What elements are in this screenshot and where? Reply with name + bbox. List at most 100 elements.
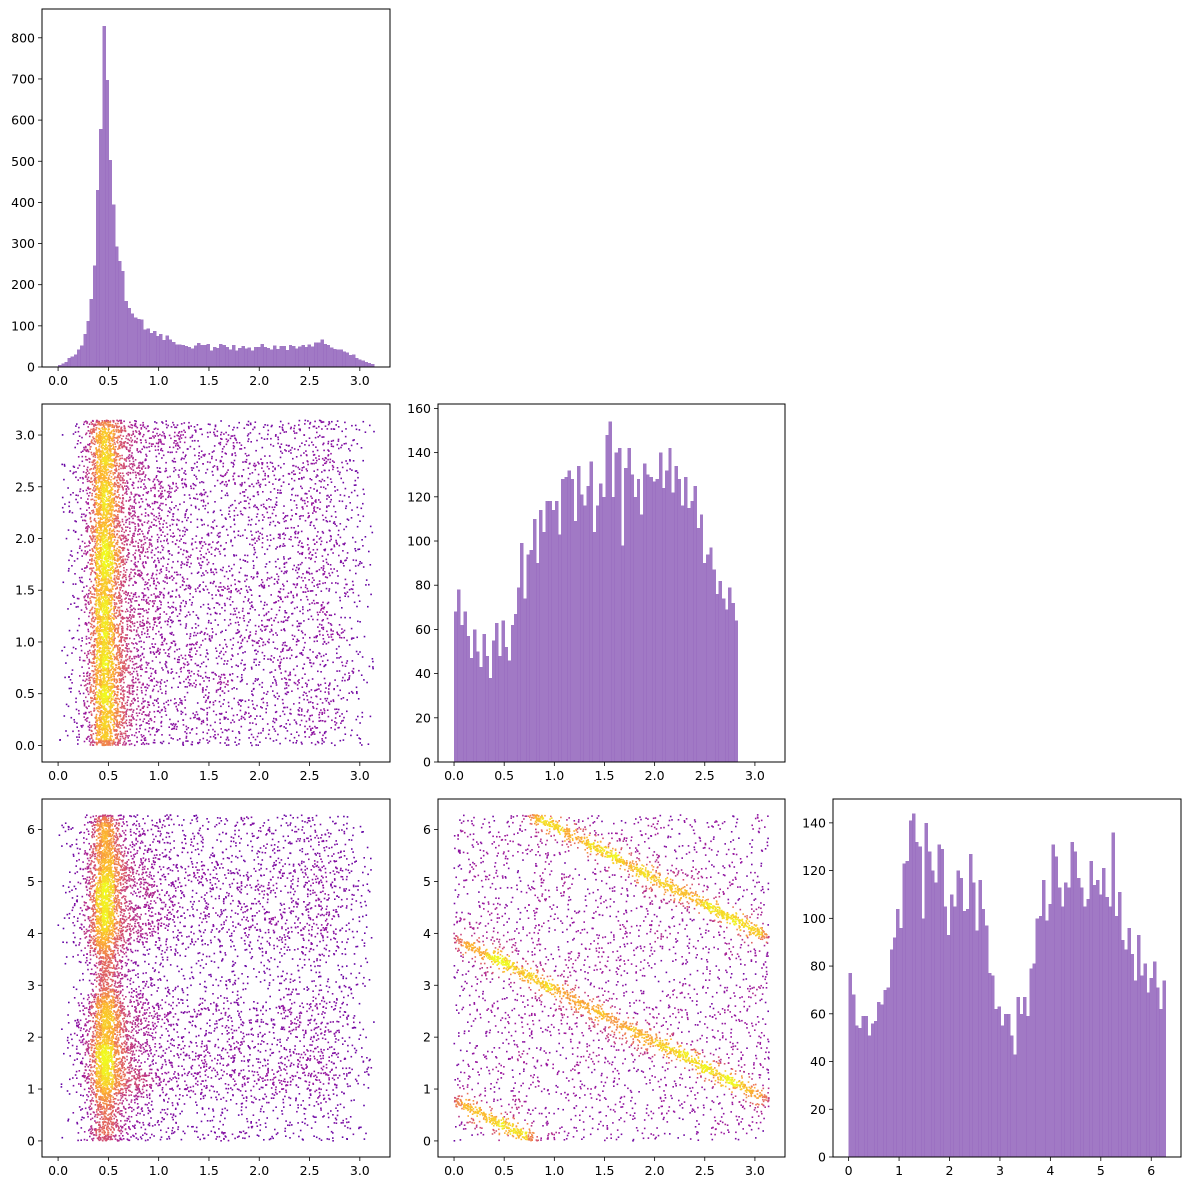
scatter-point: [172, 421, 174, 424]
scatter-point: [122, 537, 124, 540]
scatter-point: [132, 643, 135, 645]
scatter-point: [131, 734, 133, 736]
scatter-point: [137, 523, 139, 525]
scatter-point: [84, 445, 87, 448]
scatter-point: [326, 709, 329, 711]
scatter-point: [294, 531, 296, 534]
scatter-point: [323, 469, 326, 472]
scatter-point: [124, 459, 126, 461]
scatter-point: [142, 445, 145, 448]
scatter-point: [188, 637, 191, 640]
scatter-point: [159, 482, 161, 485]
scatter-point: [136, 467, 138, 469]
scatter-point: [237, 530, 240, 532]
scatter-point: [142, 711, 145, 713]
scatter-point: [125, 521, 127, 524]
scatter-point: [134, 523, 136, 525]
scatter-point: [150, 551, 153, 554]
scatter-point: [219, 718, 221, 721]
scatter-point: [169, 487, 171, 490]
panel-hist-var0: 0.0 0.5 1.0 1.5 2.0 2.5 3.00100200300400500600…: [11, 8, 391, 388]
scatter-point: [322, 532, 325, 534]
scatter-point: [128, 619, 130, 622]
scatter-point: [214, 737, 217, 740]
scatter-point: [358, 429, 361, 431]
scatter-point: [132, 469, 135, 471]
scatter-point: [281, 428, 284, 431]
scatter-point: [291, 446, 293, 449]
scatter-point: [318, 419, 321, 422]
scatter-point: [87, 650, 89, 653]
scatter-point: [231, 719, 234, 721]
scatter-point: [157, 445, 160, 448]
scatter-point: [331, 639, 334, 641]
scatter-point: [330, 538, 332, 541]
scatter-point: [187, 681, 190, 684]
scatter-point: [321, 720, 324, 722]
scatter-point: [346, 552, 349, 554]
scatter-point: [342, 562, 344, 565]
scatter-point: [158, 729, 160, 731]
scatter-point: [68, 629, 71, 632]
scatter-point: [268, 641, 270, 644]
scatter-point: [139, 555, 141, 558]
scatter-point: [341, 679, 344, 682]
scatter-point: [294, 536, 296, 539]
scatter-point: [265, 711, 267, 714]
scatter-point: [145, 455, 148, 457]
scatter-point: [120, 559, 123, 561]
scatter-point: [282, 583, 284, 586]
scatter-point: [334, 721, 336, 723]
scatter-point: [121, 535, 124, 537]
scatter-point: [72, 594, 74, 597]
scatter-point: [279, 544, 282, 547]
scatter-point: [337, 470, 339, 473]
scatter-point: [250, 733, 253, 736]
scatter-point: [225, 431, 227, 434]
scatter-point: [287, 592, 290, 594]
scatter-point: [291, 471, 293, 474]
scatter-point: [152, 524, 155, 526]
scatter-point: [145, 427, 148, 430]
scatter-point: [146, 548, 149, 550]
scatter-point: [233, 563, 235, 566]
scatter-point: [292, 594, 294, 597]
scatter-point: [335, 525, 338, 527]
scatter-point: [77, 440, 79, 442]
scatter-point: [215, 689, 218, 692]
scatter-point: [342, 543, 344, 545]
scatter-point: [166, 576, 168, 578]
scatter-point: [306, 497, 308, 499]
scatter-point: [166, 655, 169, 657]
scatter-point: [289, 657, 291, 660]
scatter-point: [295, 644, 298, 646]
scatter-point: [80, 516, 83, 518]
scatter-point: [87, 628, 89, 631]
x-tick-label: 2.0: [249, 373, 269, 388]
histogram-bar: [127, 308, 132, 367]
scatter-point: [152, 618, 155, 621]
scatter-point: [154, 566, 157, 568]
scatter-point: [321, 711, 323, 714]
scatter-point: [139, 620, 142, 623]
scatter-point: [238, 589, 240, 592]
scatter-point: [73, 602, 76, 604]
scatter-point: [224, 639, 226, 641]
histogram-bar: [111, 204, 116, 367]
scatter-point: [355, 686, 358, 689]
scatter-point: [174, 461, 177, 463]
scatter-point: [275, 718, 277, 720]
scatter-point: [211, 597, 214, 600]
scatter-point: [309, 487, 312, 489]
scatter-point: [299, 610, 301, 613]
scatter-point: [149, 695, 152, 697]
scatter-point: [321, 604, 323, 606]
histogram-bar: [288, 344, 293, 367]
scatter-point: [237, 665, 239, 668]
scatter-point: [128, 575, 130, 578]
scatter-point: [199, 739, 201, 741]
scatter-point: [187, 675, 189, 678]
scatter-point: [75, 520, 77, 523]
scatter-point: [203, 633, 206, 636]
scatter-point: [283, 431, 286, 433]
